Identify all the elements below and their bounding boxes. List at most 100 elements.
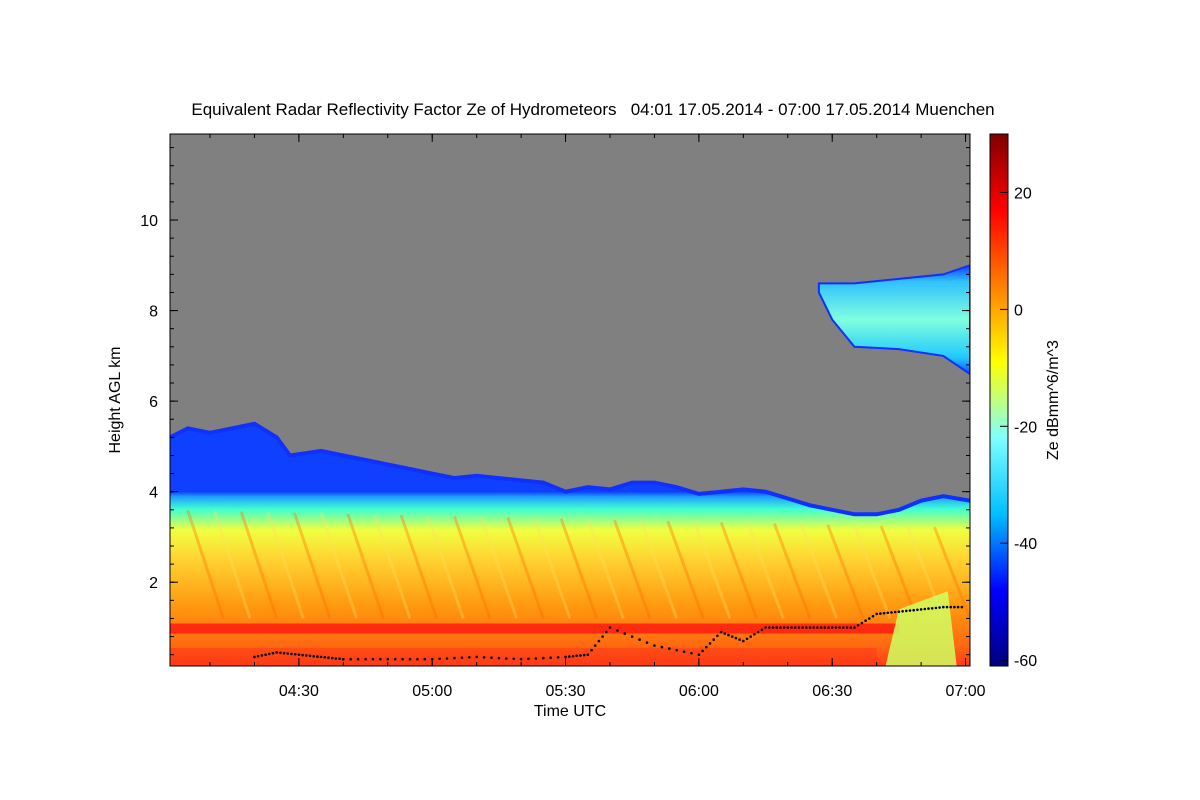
cloud-base-point <box>556 656 560 659</box>
cloud-base-point <box>945 605 949 609</box>
cloud-base-point <box>401 657 404 661</box>
cloud-base-point <box>734 636 738 640</box>
cloud-base-point <box>738 638 741 641</box>
colorbar-label: Ze dBmm^6/m^3 <box>1045 340 1062 460</box>
cloud-base-point <box>838 626 841 629</box>
cloud-base-point <box>812 626 815 629</box>
cloud-base-point <box>901 610 904 613</box>
cloud-base-point <box>268 652 271 656</box>
x-tick-label: 05:30 <box>546 683 586 700</box>
cloud-base-point <box>423 657 427 661</box>
cloud-base-point <box>682 650 686 653</box>
cloud-base-point <box>868 617 871 620</box>
cloud-base-point <box>949 605 952 609</box>
cloud-base-point <box>475 655 479 659</box>
cloud-base-point <box>942 605 945 609</box>
x-tick-label: 06:30 <box>812 683 852 700</box>
cloud-base-point <box>505 657 508 660</box>
cloud-base-point <box>297 653 301 656</box>
cloud-base-point <box>582 653 586 657</box>
cloud-base-point <box>645 641 649 644</box>
cloud-base-point <box>856 624 860 627</box>
colorbar-tick-label: 0 <box>1014 302 1023 319</box>
cloud-base-point <box>819 626 823 629</box>
cloud-base-point <box>305 654 308 657</box>
cloud-base-point <box>438 657 441 661</box>
cloud-base-point <box>719 630 723 634</box>
cloud-base-point <box>797 626 801 629</box>
cloud-base-point <box>712 638 715 641</box>
y-tick-label: 8 <box>149 304 158 321</box>
y-tick-label: 10 <box>140 213 158 230</box>
surface-echo <box>170 647 877 666</box>
cloud-base-point <box>323 656 327 659</box>
cloud-base-point <box>460 656 464 659</box>
y-tick-label: 4 <box>149 485 158 502</box>
cloud-base-point <box>271 651 275 655</box>
cloud-base-point <box>668 647 671 650</box>
cloud-base-point <box>790 626 793 629</box>
cloud-base-point <box>568 655 571 658</box>
colorbar-gradient <box>989 133 1009 667</box>
fall-streaks <box>186 509 970 620</box>
cloud-base-point <box>319 655 323 659</box>
cloud-base-point <box>490 656 493 659</box>
cloud-base-point <box>886 611 890 615</box>
cloud-base-point <box>786 626 790 629</box>
cloud-base-point <box>601 635 604 638</box>
cloud-base-point <box>742 639 745 643</box>
cloud-base-point <box>727 633 730 637</box>
cloud-base-point <box>338 657 341 661</box>
cloud-base-point <box>364 657 367 661</box>
cloud-base-point <box>823 626 827 629</box>
cloud-base-point <box>393 657 397 661</box>
cloud-base-point <box>542 656 545 660</box>
colorbar-tick-label: -20 <box>1014 419 1037 436</box>
cloud-base-point <box>653 644 656 647</box>
x-tick-label: 05:00 <box>412 683 452 700</box>
cloud-base-point <box>608 626 612 629</box>
cloud-base-point <box>756 630 760 634</box>
y-tick-label: 6 <box>149 394 158 411</box>
cloud-base-point <box>586 653 590 656</box>
cloud-base-point <box>708 642 712 645</box>
cloud-base-point <box>916 608 919 612</box>
cloud-base-point <box>934 606 938 610</box>
cloud-base-point <box>290 652 293 656</box>
cloud-base-point <box>527 657 530 661</box>
colorbar: 20 0 -20 -40 -60 Ze dBmm^6/m^3 <box>989 133 1062 670</box>
cloud-base-point <box>282 651 286 655</box>
cloud-base-point <box>768 626 771 629</box>
cloud-base-point <box>571 654 575 658</box>
cloud-base-point <box>771 626 775 629</box>
cloud-base-point <box>327 656 330 659</box>
cloud-base-point <box>342 657 345 661</box>
cloud-base-point <box>879 612 882 615</box>
cloud-base-point <box>830 626 834 629</box>
colorbar-tick-label: -40 <box>1014 536 1037 553</box>
cloud-base-point <box>256 654 260 658</box>
cloud-base-point <box>301 653 304 657</box>
cloud-base-point <box>953 605 956 609</box>
cloud-base-point <box>842 626 845 629</box>
cloud-base-point <box>253 655 256 659</box>
cloud-base-point <box>453 656 456 660</box>
cloud-base-point <box>638 638 641 641</box>
y-axis: 2 4 6 8 10 <box>140 147 970 656</box>
x-tick-label: 07:00 <box>946 683 986 700</box>
colorbar-tick-label: -60 <box>1014 653 1037 670</box>
cloud-base-point <box>930 607 934 610</box>
cloud-base-point <box>534 657 538 660</box>
cloud-base-point <box>912 608 915 612</box>
cloud-base-point <box>764 626 767 629</box>
echo-top-edge <box>170 421 970 517</box>
cloud-base-point <box>919 608 923 611</box>
cloud-base-point <box>630 635 634 638</box>
cloud-base-point <box>697 653 701 656</box>
cloud-base-point <box>593 644 597 647</box>
cloud-base-point <box>356 657 360 661</box>
cloud-base-point <box>605 630 608 634</box>
cloud-base-point <box>960 605 964 609</box>
cloud-base-point <box>801 626 804 629</box>
cloud-base-point <box>782 626 786 629</box>
